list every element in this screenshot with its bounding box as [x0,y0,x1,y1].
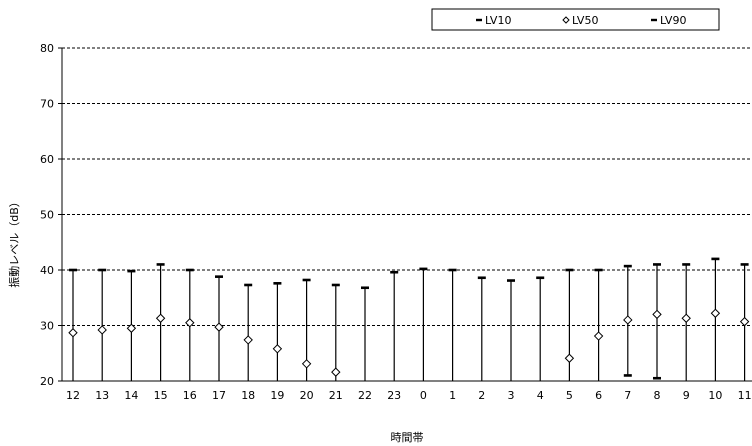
y-tick-label: 20 [40,375,54,388]
lv10-point [69,269,77,272]
lv10-point [536,276,544,279]
lv10-point [303,279,311,282]
x-tick-label: 14 [124,389,138,402]
lv90-point [624,374,632,377]
y-tick-label: 60 [40,153,54,166]
lv10-point [419,268,427,271]
lv10-point [244,284,252,287]
lv10-point [653,263,661,266]
x-tick-label: 16 [183,389,197,402]
x-tick-label: 0 [420,389,427,402]
y-tick-label: 30 [40,320,54,333]
x-tick-label: 4 [537,389,544,402]
x-tick-label: 20 [300,389,314,402]
lv50-point [565,354,573,362]
x-axis-title: 時間帯 [391,431,424,444]
lv10-point [98,269,106,272]
lv90-point [653,377,661,380]
x-tick-label: 3 [508,389,515,402]
lv50-point [157,314,165,322]
x-tick-label: 19 [270,389,284,402]
y-tick-label: 70 [40,98,54,111]
legend-marker-lv10 [476,19,482,21]
legend: LV10 LV50 LV90 [432,9,719,30]
lv50-point [303,360,311,368]
lv50-point [595,332,603,340]
x-tick-label: 23 [387,389,401,402]
range-bars [73,259,745,381]
lv10-point [565,269,573,272]
x-tick-label: 2 [478,389,485,402]
lv50-point [273,345,281,353]
lv10-point [273,282,281,285]
lv10-point [478,276,486,279]
x-tick-label: 9 [683,389,690,402]
lv10-point [215,275,223,278]
x-tick-label: 11 [738,389,752,402]
x-tick-label: 17 [212,389,226,402]
legend-label-lv50: LV50 [572,14,598,27]
lv10-point [507,279,515,282]
data-marks [69,258,749,380]
x-tick-label: 10 [708,389,722,402]
lv10-point [682,263,690,266]
x-tick-label: 1 [449,389,456,402]
lv50-point [215,323,223,331]
x-tick-label: 8 [654,389,661,402]
lv50-point [98,326,106,334]
x-tick-label: 22 [358,389,372,402]
x-tick-label: 21 [329,389,343,402]
lv10-point [332,284,340,287]
x-axis-ticks: 12 13 14 15 16 17 18 19 20 21 22 23 0 1 2 3 4 5 6 7 8 9 10 11 [66,389,752,402]
y-tick-label: 50 [40,209,54,222]
y-axis-ticks: 20 30 40 50 60 70 80 [40,42,62,388]
lv50-point [624,316,632,324]
lv50-point [741,318,749,326]
lv10-point [361,286,369,289]
x-tick-label: 6 [595,389,602,402]
y-tick-label: 40 [40,264,54,277]
lv50-point [244,336,252,344]
lv50-point [653,310,661,318]
grid-lines [62,48,752,326]
lv10-point [711,258,719,261]
legend-label-lv90: LV90 [660,14,686,27]
legend-marker-lv90 [651,19,657,21]
x-tick-label: 15 [154,389,168,402]
x-tick-label: 7 [624,389,631,402]
x-tick-label: 12 [66,389,80,402]
lv10-point [186,269,194,272]
lv50-point [69,329,77,337]
y-axis-title: 振動レベル（dB） [7,196,21,288]
lv50-point [332,368,340,376]
lv50-point [682,314,690,322]
lv10-point [390,271,398,274]
lv10-point [741,263,749,266]
legend-label-lv10: LV10 [485,14,511,27]
lv10-point [624,265,632,268]
lv10-point [127,270,135,273]
x-tick-label: 13 [95,389,109,402]
lv10-point [595,269,603,272]
y-tick-label: 80 [40,42,54,55]
lv50-point [711,309,719,317]
lv10-point [157,263,165,266]
x-tick-label: 5 [566,389,573,402]
x-tick-label: 18 [241,389,255,402]
lv10-point [449,269,457,272]
